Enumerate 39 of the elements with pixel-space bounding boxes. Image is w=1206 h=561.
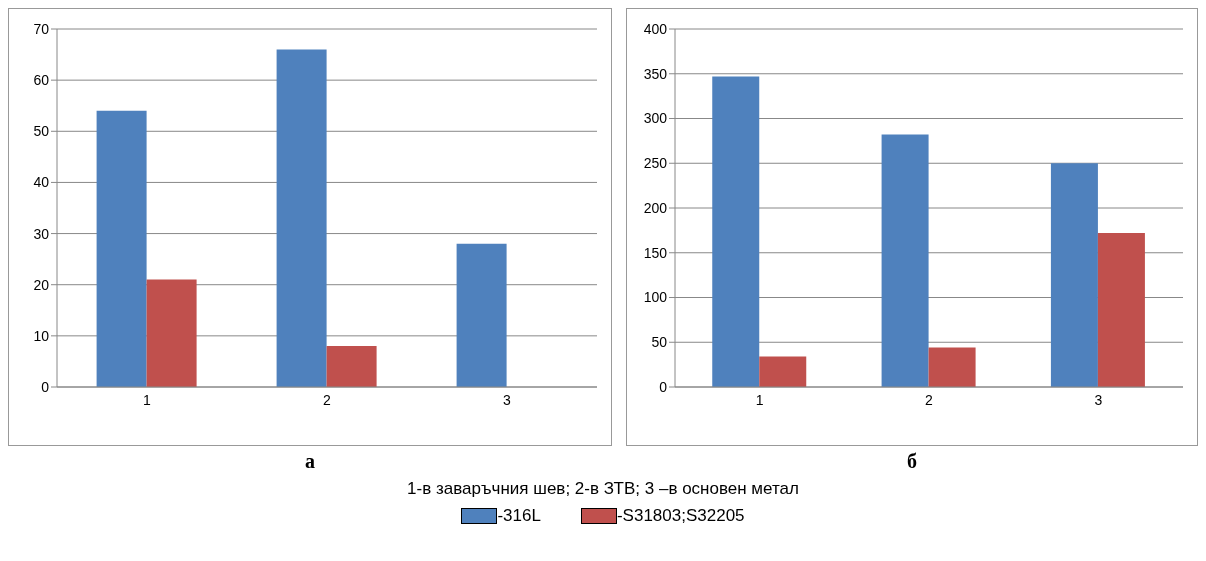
x-tick-label: 1 [755, 391, 764, 408]
y-tick-label: 400 [643, 20, 668, 37]
x-tick-label: 3 [503, 391, 512, 408]
text: а [304, 449, 316, 474]
y-tick-label: 50 [651, 334, 668, 351]
y-tick-label: 200 [643, 199, 668, 216]
bar [928, 347, 976, 387]
y-tick-label: 300 [643, 110, 668, 127]
y-tick-label: 60 [33, 72, 50, 89]
y-tick-label: 150 [643, 244, 668, 261]
y-tick-label: 70 [33, 20, 50, 37]
bar [759, 356, 807, 387]
y-tick-label: 0 [659, 378, 668, 395]
y-tick-label: 50 [33, 123, 50, 140]
bar [1050, 163, 1098, 387]
bar [96, 110, 147, 387]
y-tick-label: 10 [33, 327, 50, 344]
bar [456, 243, 507, 387]
bar [276, 49, 327, 387]
x-tick-label: 3 [1094, 391, 1103, 408]
bar [1097, 233, 1145, 387]
bar [146, 279, 197, 387]
y-tick-label: 40 [33, 174, 50, 191]
text: 1-в заваръчния шев; 2-в ЗТВ; 3 –в основен метал [406, 478, 800, 500]
y-tick-label: 100 [643, 289, 668, 306]
bar [326, 346, 377, 387]
x-tick-label: 2 [925, 391, 934, 408]
legend-label: -316L [497, 506, 541, 526]
x-tick-label: 1 [143, 391, 152, 408]
bar [712, 76, 760, 387]
y-tick-label: 350 [643, 65, 668, 82]
bar [881, 134, 929, 387]
y-tick-label: 20 [33, 276, 50, 293]
y-tick-label: 0 [41, 378, 50, 395]
legend-label: -S31803;S32205 [616, 506, 745, 526]
y-tick-label: 30 [33, 225, 50, 242]
x-tick-label: 2 [323, 391, 332, 408]
text: б [906, 449, 918, 474]
y-tick-label: 250 [643, 155, 668, 172]
